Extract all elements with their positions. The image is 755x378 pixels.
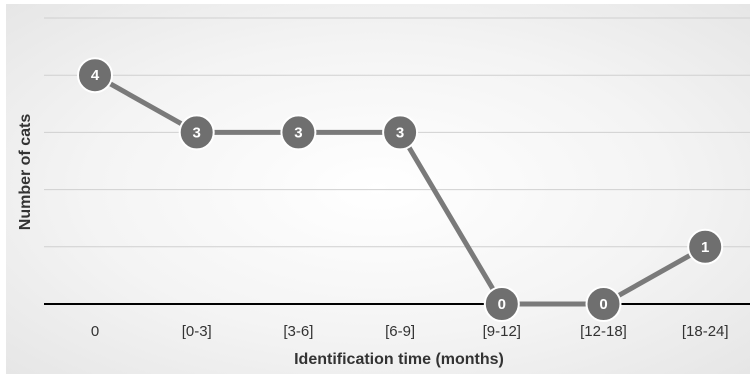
- data-point-marker: [483, 286, 520, 322]
- x-tick-label: [9-12]: [483, 323, 521, 340]
- data-point-marker: [77, 57, 113, 94]
- data-label: 3: [193, 124, 201, 141]
- x-axis-title: Identification time (months): [294, 351, 504, 368]
- data-markers: 4 3 3 3 0 0 1: [77, 57, 724, 322]
- data-point-marker: [687, 228, 724, 265]
- line-chart: 4 3 3 3 0 0 1 0 [0-3] [3-6] [6-9] [9-12] [12-18] [18…: [17, 17, 750, 368]
- data-point-marker: [178, 114, 215, 151]
- data-point-marker: [382, 114, 419, 151]
- data-label: 1: [701, 239, 709, 256]
- x-tick-label: [12-18]: [580, 323, 627, 340]
- data-label: 3: [294, 124, 302, 141]
- x-tick-label: [0-3]: [182, 323, 212, 340]
- x-tick-label: [3-6]: [283, 323, 313, 340]
- data-label: 3: [396, 124, 404, 141]
- data-label: 4: [91, 67, 100, 84]
- x-tick-label: 0: [91, 323, 99, 340]
- chart-area: 4 3 3 3 0 0 1 0 [0-3] [3-6] [6-9] [9-12] [12-18] [18…: [6, 4, 750, 374]
- x-tick-label: [6-9]: [385, 323, 415, 340]
- data-label: 0: [498, 296, 506, 313]
- x-tick-labels: 0 [0-3] [3-6] [6-9] [9-12] [12-18] [18-24]: [91, 323, 729, 340]
- data-point-marker: [585, 286, 622, 322]
- x-tick-label: [18-24]: [682, 323, 729, 340]
- data-point-marker: [280, 114, 317, 151]
- data-label: 0: [599, 296, 607, 313]
- y-axis-title: Number of cats: [17, 114, 34, 231]
